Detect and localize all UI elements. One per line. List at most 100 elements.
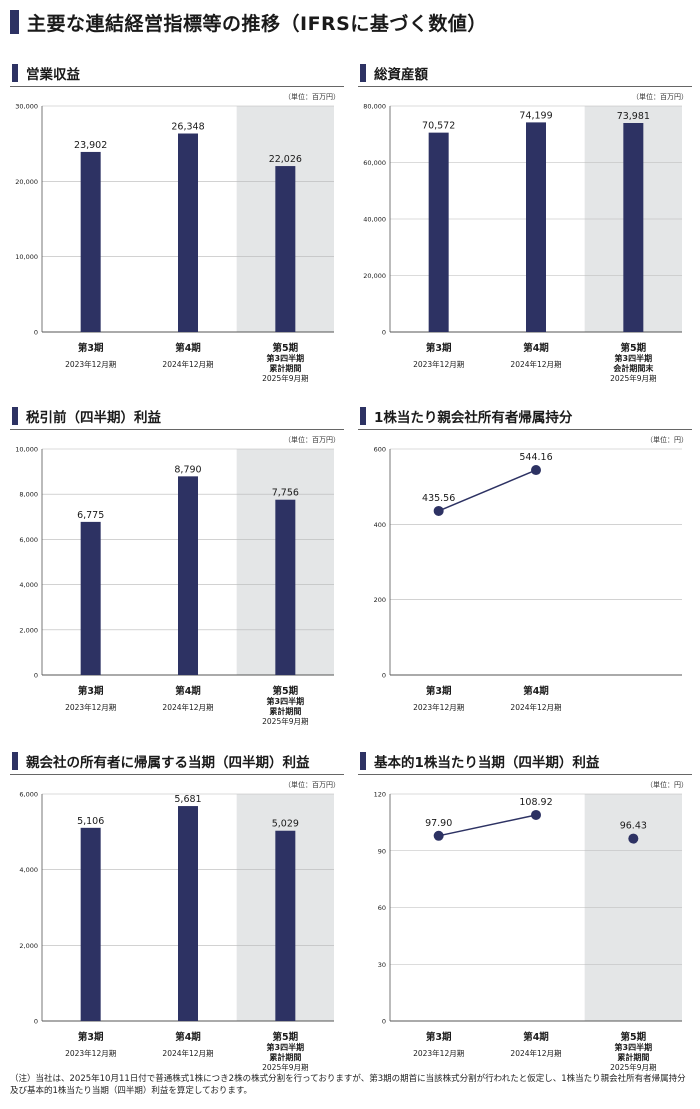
page-title: 主要な連結経営指標等の推移（IFRSに基づく数値） — [27, 12, 487, 35]
data-label: 73,981 — [617, 111, 650, 122]
data-point — [433, 505, 444, 516]
panel-accent-bar — [12, 752, 18, 770]
chart-panel-bps: 1株当たり親会社所有者帰属持分 （単位：円） 0 200 400 600 435.56 5… — [358, 405, 692, 735]
panel-accent-bar — [12, 407, 18, 425]
bar — [526, 122, 546, 333]
data-label: 74,199 — [519, 110, 552, 121]
category-sublabel: 第3四半期 — [615, 353, 653, 363]
category-label: 第3期 — [426, 685, 452, 697]
unit-label: （単位：円） — [646, 781, 688, 789]
panel-header: 税引前（四半期）利益 — [10, 405, 344, 430]
data-label: 544.16 — [519, 452, 552, 463]
y-tick-label: 4,000 — [19, 866, 38, 874]
panel-header: 基本的1株当たり当期（四半期）利益 — [358, 750, 692, 775]
bar — [80, 521, 101, 675]
y-tick-label: 40,000 — [363, 216, 386, 224]
y-tick-label: 90 — [378, 847, 386, 855]
panel-accent-bar — [360, 752, 366, 770]
panel-header: 1株当たり親会社所有者帰属持分 — [358, 405, 692, 430]
category-sublabel: 2023年12月期 — [65, 702, 116, 712]
data-point — [531, 809, 541, 820]
data-label: 6,775 — [77, 510, 104, 521]
chart-svg: 0 2,000 4,000 6,000 5,106 5,681 5,029 第3期 2023年1… — [19, 791, 334, 1072]
category-sublabel: 累計期間 — [269, 706, 301, 716]
y-tick-label: 0 — [34, 329, 38, 337]
y-tick-label: 8,000 — [19, 491, 38, 499]
category-sublabel: 2023年12月期 — [65, 1048, 116, 1058]
category-label: 第4期 — [175, 342, 201, 354]
category-label: 第3期 — [426, 342, 452, 354]
category-label: 第3期 — [78, 685, 104, 697]
category-sublabel: 2025年9月期 — [262, 1062, 308, 1072]
category-sublabel: 2023年12月期 — [413, 359, 464, 369]
category-label: 第5期 — [621, 342, 647, 354]
chart-svg: 0 10,000 20,000 30,000 23,902 26,348 22,026 第3期… — [15, 103, 334, 383]
category-sublabel: 2025年9月期 — [262, 373, 308, 383]
panel-rule — [358, 774, 692, 775]
category-label: 第5期 — [273, 685, 299, 697]
category-sublabel: 2025年9月期 — [610, 1062, 656, 1072]
unit-label: （単位：百万円） — [284, 93, 340, 101]
panel-rule — [10, 86, 344, 87]
panel-header: 営業収益 — [10, 62, 344, 87]
category-sublabel: 累計期間 — [269, 1052, 301, 1062]
category-sublabel: 累計期間 — [617, 1052, 649, 1062]
chart-svg: 0 20,000 40,000 60,000 80,000 70,572 74,199 73,… — [363, 103, 682, 383]
y-tick-label: 0 — [382, 329, 386, 337]
category-sublabel: 2023年12月期 — [65, 359, 116, 369]
data-label: 108.92 — [519, 797, 552, 808]
chart-panel-eps: 基本的1株当たり当期（四半期）利益 （単位：円） 0 30 60 90 120 97.90… — [358, 750, 692, 1072]
series-line — [438, 814, 537, 837]
category-sublabel: 2024年12月期 — [510, 359, 561, 369]
y-tick-label: 60,000 — [363, 159, 386, 167]
category-sublabel: 2024年12月期 — [162, 359, 213, 369]
unit-label: （単位：円） — [646, 436, 688, 444]
category-sublabel: 2024年12月期 — [510, 1048, 561, 1058]
data-label: 22,026 — [269, 154, 302, 165]
y-tick-label: 4,000 — [19, 581, 38, 589]
category-sublabel: 第3四半期 — [615, 1042, 653, 1052]
y-tick-label: 30,000 — [15, 103, 38, 111]
category-sublabel: 2025年9月期 — [262, 716, 308, 726]
panel-rule — [358, 86, 692, 87]
category-sublabel: 第3四半期 — [267, 1042, 305, 1052]
data-label: 26,348 — [171, 122, 204, 133]
chart-panel-net-profit: 親会社の所有者に帰属する当期（四半期）利益 （単位：百万円） 0 2,000 4,0… — [10, 750, 344, 1072]
data-label: 96.43 — [620, 821, 647, 832]
data-point — [628, 833, 639, 844]
panel-title: 1株当たり親会社所有者帰属持分 — [374, 410, 573, 426]
panel-title: 親会社の所有者に帰属する当期（四半期）利益 — [26, 755, 310, 771]
y-tick-label: 60 — [378, 904, 386, 912]
bar — [623, 123, 644, 332]
category-label: 第4期 — [523, 685, 549, 697]
bar — [178, 806, 198, 1021]
data-label: 70,572 — [422, 121, 455, 132]
bar — [275, 830, 296, 1021]
footnote: （注）当社は、2025年10月11日付で普通株式1株につき2株の株式分割を行って… — [10, 1074, 686, 1096]
category-label: 第3期 — [78, 342, 104, 354]
bar — [178, 476, 198, 675]
y-tick-label: 2,000 — [19, 626, 38, 634]
title-accent-bar — [10, 10, 19, 34]
bar — [275, 499, 296, 675]
panel-title: 営業収益 — [26, 67, 80, 83]
panel-accent-bar — [360, 407, 366, 425]
category-label: 第5期 — [273, 1031, 299, 1043]
data-point — [531, 465, 541, 476]
category-sublabel: 第3四半期 — [267, 353, 305, 363]
panel-rule — [358, 429, 692, 430]
y-tick-label: 0 — [34, 672, 38, 680]
category-label: 第4期 — [523, 1031, 549, 1043]
category-sublabel: 会計期間末 — [613, 363, 653, 373]
category-sublabel: 2024年12月期 — [162, 1048, 213, 1058]
y-tick-label: 10,000 — [15, 446, 38, 454]
y-tick-label: 200 — [374, 596, 386, 604]
category-sublabel: 2024年12月期 — [162, 702, 213, 712]
data-label: 5,106 — [77, 816, 104, 827]
bar — [80, 827, 101, 1021]
chart-panel-total-assets: 総資産額 （単位：百万円） 0 20,000 40,000 60,000 80,000 7… — [358, 62, 692, 392]
category-sublabel: 第3四半期 — [267, 696, 305, 706]
unit-label: （単位：百万円） — [284, 436, 340, 444]
panel-header: 総資産額 — [358, 62, 692, 87]
bar — [275, 166, 296, 332]
